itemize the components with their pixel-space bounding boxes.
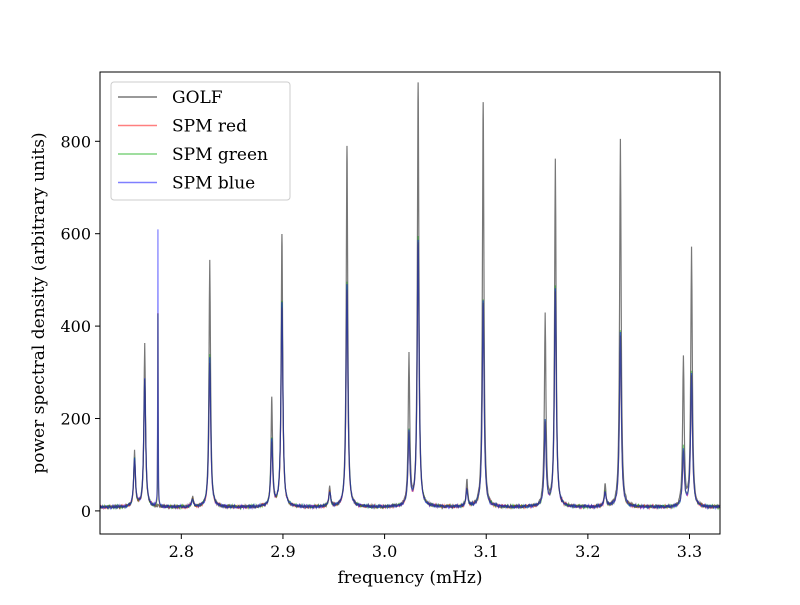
y-tick-label: 0 bbox=[81, 502, 91, 521]
legend: GOLF SPM red SPM green SPM blue bbox=[110, 81, 291, 201]
x-tick-label: 3.3 bbox=[677, 542, 702, 561]
y-tick-label: 600 bbox=[60, 225, 91, 244]
y-tick-label: 400 bbox=[60, 317, 91, 336]
x-tick-label: 3.0 bbox=[372, 542, 397, 561]
y-tick-label: 200 bbox=[60, 410, 91, 429]
legend-label: SPM red bbox=[172, 117, 247, 137]
x-tick-label: 2.9 bbox=[270, 542, 295, 561]
x-tick-label: 3.1 bbox=[474, 542, 499, 561]
legend-label: GOLF bbox=[172, 88, 223, 108]
x-axis-label: frequency (mHz) bbox=[337, 568, 482, 588]
legend-label: SPM blue bbox=[172, 174, 255, 194]
y-axis-label: power spectral density (arbitrary units) bbox=[29, 132, 49, 473]
y-axis-ticks: 0 200 400 600 800 bbox=[60, 132, 100, 521]
series-lines bbox=[99, 82, 721, 511]
axes-frame bbox=[99, 71, 721, 535]
legend-label: SPM green bbox=[172, 145, 268, 165]
legend-box bbox=[110, 81, 291, 201]
x-axis-ticks: 2.8 2.9 3.0 3.1 3.2 3.3 bbox=[169, 534, 702, 561]
x-tick-label: 2.8 bbox=[169, 542, 194, 561]
x-tick-label: 3.2 bbox=[575, 542, 600, 561]
y-tick-label: 800 bbox=[60, 132, 91, 151]
series-line-spm-blue bbox=[99, 229, 721, 511]
